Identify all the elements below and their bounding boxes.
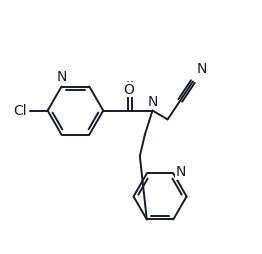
Text: N: N [56, 71, 67, 85]
Text: O: O [123, 83, 134, 97]
Text: N: N [147, 94, 158, 108]
Text: N: N [197, 62, 207, 76]
Text: Cl: Cl [13, 104, 27, 118]
Text: N: N [176, 165, 186, 179]
